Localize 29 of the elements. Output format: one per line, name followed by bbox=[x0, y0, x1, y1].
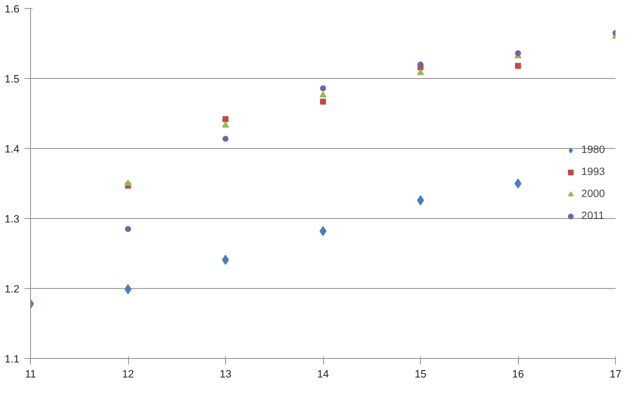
point bbox=[125, 226, 131, 232]
y-tick-label: 1.4 bbox=[4, 144, 20, 156]
point bbox=[320, 85, 326, 92]
point bbox=[222, 121, 229, 128]
y-tick-label: 1.3 bbox=[4, 214, 20, 226]
point bbox=[222, 116, 228, 122]
x-tick-label: 17 bbox=[610, 368, 622, 380]
legend-label: 2000 bbox=[581, 188, 605, 200]
x-tick-label: 13 bbox=[220, 368, 232, 380]
point bbox=[418, 62, 424, 68]
point bbox=[222, 136, 228, 142]
legend-label: 2011 bbox=[581, 210, 604, 222]
point bbox=[515, 62, 521, 69]
point bbox=[320, 98, 326, 105]
y-tick-label: 1.1 bbox=[4, 354, 20, 366]
x-tick-label: 16 bbox=[512, 368, 524, 380]
legend-label: 1993 bbox=[581, 166, 605, 178]
legend-label: 1980 bbox=[581, 144, 605, 156]
y-tick-label: 1.6 bbox=[4, 4, 20, 16]
y-tick-label: 1.5 bbox=[4, 74, 20, 86]
x-tick-label: 14 bbox=[317, 368, 329, 380]
point bbox=[417, 68, 424, 76]
point bbox=[320, 91, 326, 98]
point bbox=[124, 180, 132, 186]
x-tick-label: 11 bbox=[24, 368, 36, 380]
point bbox=[514, 178, 522, 188]
x-tick-label: 15 bbox=[414, 368, 426, 380]
x-tick-label: 12 bbox=[122, 368, 134, 380]
y-tick-label: 1.2 bbox=[4, 284, 20, 296]
